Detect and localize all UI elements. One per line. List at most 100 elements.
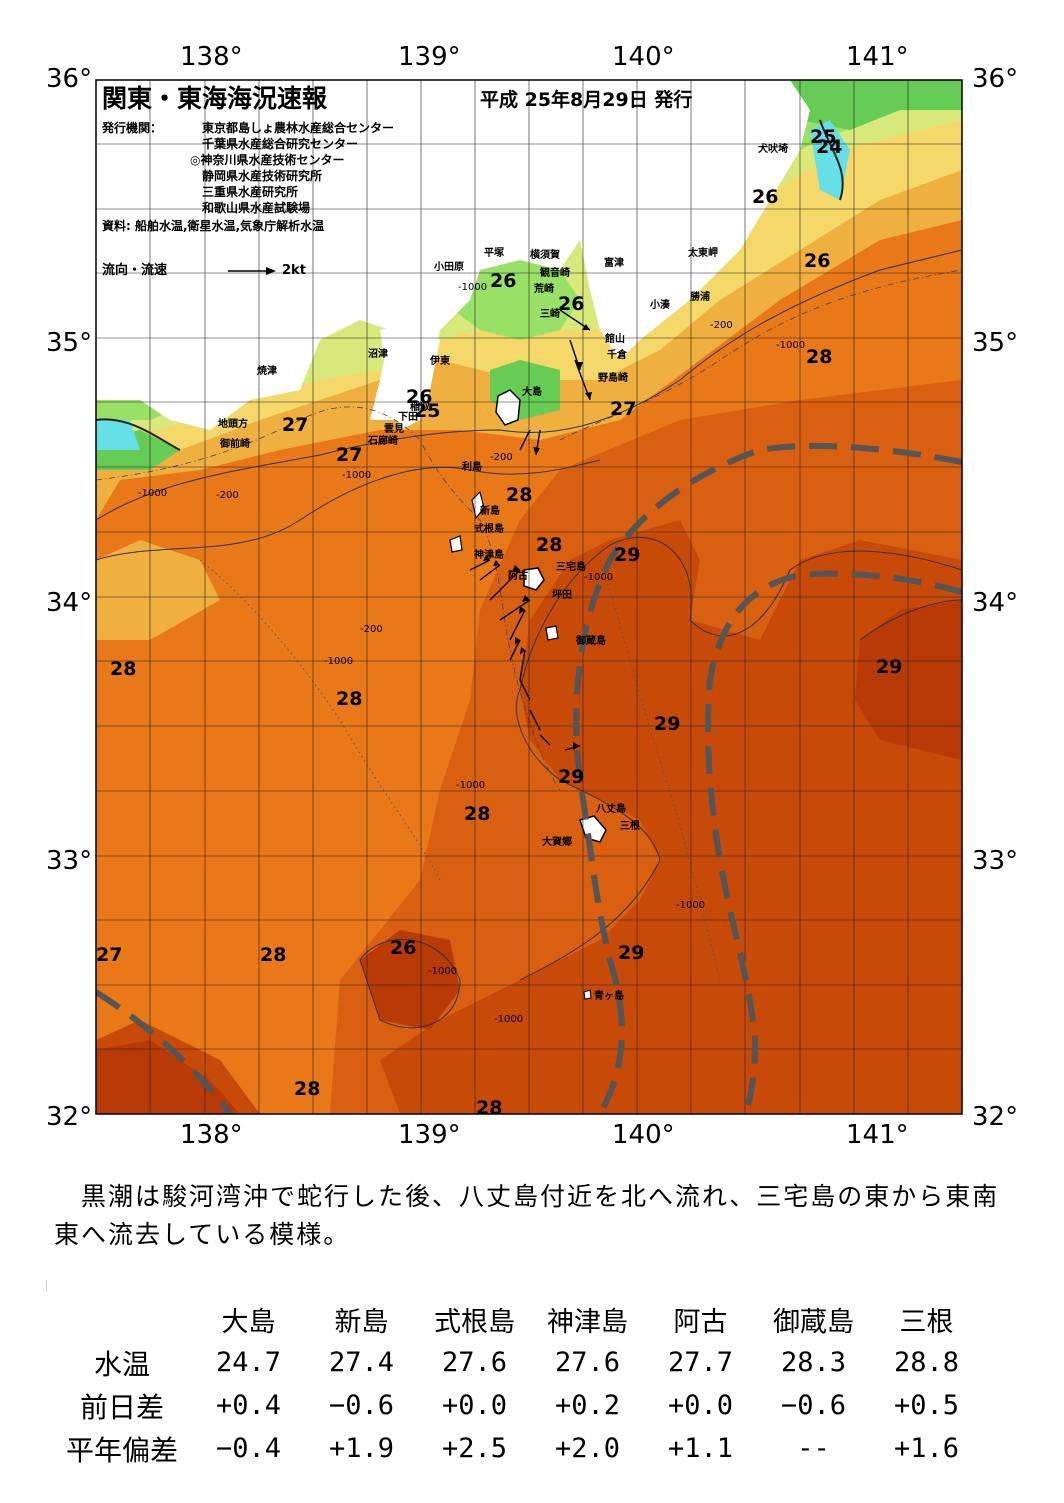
flow-legend-arrowhead [266,267,276,275]
lon-label-138-top: 138° [180,42,243,72]
temp-label: 29 [654,713,681,735]
table-cell: +2.0 [554,1433,621,1464]
summary-text: 黒潮は駿河湾沖で蛇行した後、八丈島付近を北へ流れ、三宅島の東から東南東へ流去して… [54,1182,1000,1249]
place-label: 御蔵島 [576,636,606,647]
temp-label: 27 [610,398,637,420]
table-cell: +0.0 [667,1390,734,1421]
temp-label: 25 [414,400,441,422]
place-label: 式根島 [474,524,504,535]
divider-mark [46,1280,47,1290]
temp-label: 28 [110,658,137,680]
column-header: 式根島 [434,1307,515,1338]
place-label: 雲見 [384,424,404,435]
depth-contour-4 [599,559,721,981]
depth-label: -200 [710,320,733,331]
table-cell: 27.6 [554,1347,621,1378]
temp-label: 27 [336,444,363,466]
land-mikurajima [545,625,559,641]
place-label: 千倉 [607,350,627,361]
place-label: 地頭方 [218,419,248,430]
issuer-6: 和歌山県水産試験場 [202,201,311,215]
temp-label: 25 [810,126,837,148]
place-label: 勝浦 [690,292,710,303]
column-header: 阿古 [673,1307,728,1338]
place-label: 御前崎 [220,439,250,450]
temp-label: 29 [618,942,645,964]
land-oshima [495,389,521,426]
place-label: 利島 [462,462,482,473]
land-aogashima [583,989,592,1000]
temp-label: 26 [390,937,417,959]
lon-label-139-top: 139° [398,42,461,72]
data-sources: 資料: 船舶水温,衛星水温,気象庁解析水温 [102,219,325,233]
depth-label: -1000 [342,470,372,481]
issuer-label: 発行機関： [102,121,163,135]
depth-contour-1 [96,406,561,791]
temp-label: 29 [558,766,585,788]
zone-29-east [855,600,962,760]
place-label: 平塚 [484,248,504,259]
temp-label: 24 [816,136,843,158]
lon-label-139-bottom: 139° [398,1120,461,1150]
place-label: 横須賀 [530,250,560,261]
flow-legend-label: 流向・流速 [102,263,168,278]
land-kozushima [449,535,463,553]
lon-label-140-bottom: 140° [612,1120,675,1150]
table-row: 水温 24.7 27.4 27.6 27.6 27.7 28.3 28.8 [52,1341,983,1384]
depth-label: -1000 [494,1014,524,1025]
depth-label: -1000 [428,966,458,977]
depth-label: -200 [360,624,383,635]
depth-label: -1000 [324,656,354,667]
map-title: 関東・東海海況速報 [102,84,328,113]
lon-label-141-bottom: 141° [846,1120,909,1150]
isotherm-line-2 [96,459,601,561]
place-label: 三宅島 [556,562,586,573]
column-header: 三根 [899,1307,954,1338]
place-label: 三根 [620,821,640,832]
column-header: 新島 [334,1307,389,1338]
zone-29-sw [96,1040,240,1114]
place-label: 沼津 [368,349,388,360]
lat-label-32-left: 32° [46,1102,93,1132]
place-label: 焼津 [257,366,277,377]
table-cell: +1.1 [667,1433,734,1464]
lat-label-36-left: 36° [46,64,93,94]
issuer-5: 三重県水産研究所 [202,185,299,199]
table-cell: +1.6 [893,1433,960,1464]
lon-label-141-top: 141° [846,42,909,72]
place-label: 犬吠埼 [758,144,788,155]
place-label: 太東岬 [688,248,718,259]
graticule [96,80,962,1114]
table-cell: −0.4 [215,1433,282,1464]
place-label: 大賀郷 [542,837,572,848]
map-border [95,79,963,1115]
place-label: 青ヶ島 [594,991,624,1002]
temp-label: 27 [96,944,123,966]
temp-label: 28 [536,534,563,556]
temp-label: 28 [260,944,287,966]
place-label: 大島 [522,387,542,398]
depth-label: -200 [216,490,239,501]
temp-label: 29 [876,656,903,678]
table-cell: +0.5 [893,1390,960,1421]
table-header-row: 大島 新島 式根島 神津島 阿古 御蔵島 三根 [52,1298,983,1341]
place-label: 八丈島 [596,804,626,815]
lat-label-33-right: 33° [972,846,1019,876]
current-arrowheads [483,324,592,750]
isotherm-line-5 [515,689,661,981]
table-cell: −0.6 [328,1390,395,1421]
temp-label: 28 [476,1097,503,1119]
temp-label: 28 [294,1078,321,1100]
place-label: 坪田 [552,590,572,601]
isotherm-line-7 [819,119,844,201]
temp-label: 27 [282,414,309,436]
table-cell: +0.0 [441,1390,508,1421]
table-cell: 27.4 [328,1347,395,1378]
isotherm-line-1 [96,249,962,521]
table-cell: −0.6 [780,1390,847,1421]
place-label: 下田 [398,412,418,423]
row-label: 平年偏差 [65,1433,178,1467]
depth-label: -1000 [676,900,706,911]
current-arrows [469,309,591,751]
zone-29-south [360,930,460,1030]
